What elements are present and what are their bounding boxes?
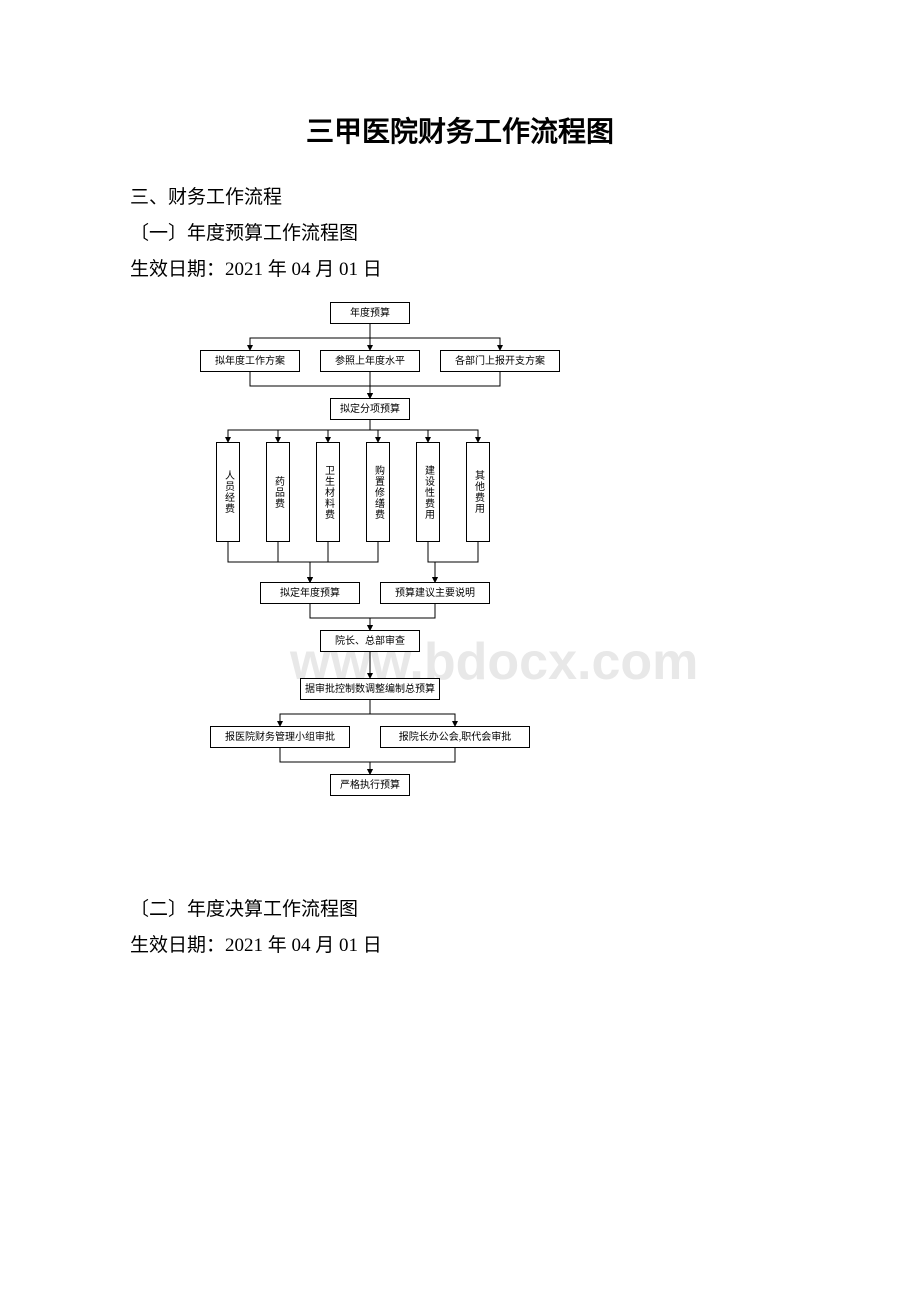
subsection-1-title: 〔一〕年度预算工作流程图 — [130, 216, 790, 252]
subsection-2-date: 生效日期：2021 年 04 月 01 日 — [130, 928, 790, 964]
flow-edge — [280, 700, 370, 726]
flow-edge — [250, 372, 370, 398]
flow-edge — [278, 420, 370, 442]
flow-node-c5: 建设性费用 — [416, 442, 440, 542]
flow-node-c1: 人员经费 — [216, 442, 240, 542]
flow-node-n7a: 报医院财务管理小组审批 — [210, 726, 350, 748]
flow-edge — [370, 700, 455, 726]
flow-edge — [370, 372, 500, 398]
flow-node-n2b: 参照上年度水平 — [320, 350, 420, 372]
flow-edge — [370, 748, 455, 774]
subsection-2-title: 〔二〕年度决算工作流程图 — [130, 892, 790, 928]
flow-node-n4a: 拟定年度预算 — [260, 582, 360, 604]
flow-node-n2c: 各部门上报开支方案 — [440, 350, 560, 372]
flow-node-n1: 年度预算 — [330, 302, 410, 324]
flow-edge — [370, 420, 428, 442]
flow-node-c3: 卫生材料费 — [316, 442, 340, 542]
flow-edge — [250, 324, 370, 350]
flow-edge — [435, 542, 478, 582]
flow-edge — [310, 604, 370, 630]
flow-edge — [280, 748, 370, 774]
flow-node-n8: 严格执行预算 — [330, 774, 410, 796]
subsection-1-date: 生效日期：2021 年 04 月 01 日 — [130, 252, 790, 288]
flow-node-c2: 药品费 — [266, 442, 290, 542]
flow-node-n7b: 报院长办公会,职代会审批 — [380, 726, 530, 748]
flow-node-n6: 据审批控制数调整编制总预算 — [300, 678, 440, 700]
section-heading: 三、财务工作流程 — [130, 180, 790, 216]
flow-node-n3: 拟定分项预算 — [330, 398, 410, 420]
flow-edge — [370, 324, 500, 350]
flow-node-c6: 其他费用 — [466, 442, 490, 542]
flow-edge — [278, 542, 310, 582]
flow-edge — [370, 420, 478, 442]
flow-node-n4b: 预算建议主要说明 — [380, 582, 490, 604]
flow-edge — [310, 542, 378, 582]
flow-node-c4: 购置修缮费 — [366, 442, 390, 542]
flow-edge — [428, 542, 435, 582]
flow-edge — [370, 604, 435, 630]
flow-edge — [370, 420, 378, 442]
budget-flowchart: www.bdocx.com 年度预算拟年度工作方案参照上年度水平各部门上报开支方… — [170, 302, 610, 822]
flow-edge — [328, 420, 370, 442]
flow-node-n5: 院长、总部审查 — [320, 630, 420, 652]
flow-edge — [228, 420, 370, 442]
flow-node-n2a: 拟年度工作方案 — [200, 350, 300, 372]
page-title: 三甲医院财务工作流程图 — [130, 110, 790, 150]
